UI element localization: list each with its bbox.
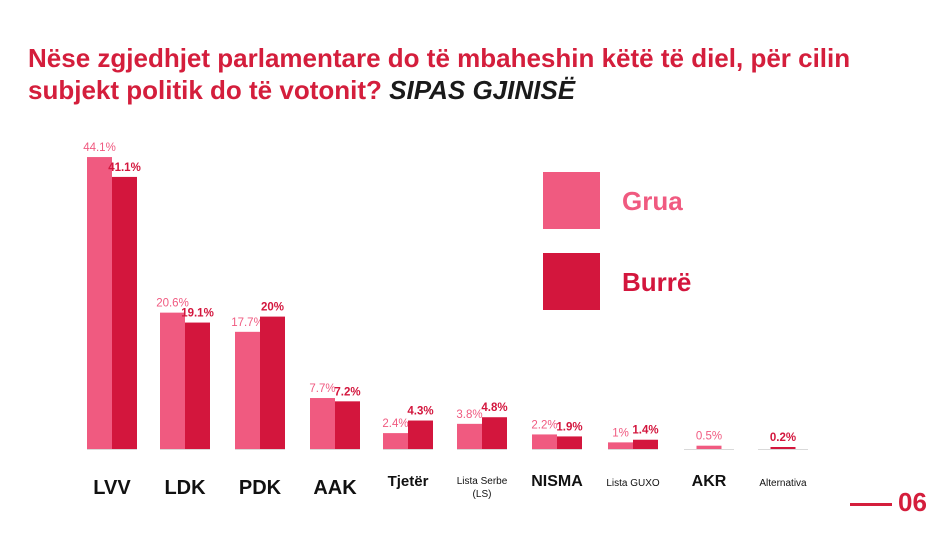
bar-grua-7	[532, 434, 557, 449]
value-label-burre-3: 20%	[261, 302, 284, 314]
category-label-line: (LS)	[473, 489, 492, 500]
bar-burre-4	[335, 401, 360, 449]
chart-title: Nëse zgjedhjet parlamentare do të mbahes…	[28, 42, 928, 106]
page-number: 06	[898, 487, 927, 517]
legend-label-grua: Grua	[622, 186, 683, 216]
value-label-burre-5: 4.3%	[407, 406, 433, 418]
value-label-burre-1: 41.1%	[108, 162, 141, 174]
value-label-burre-10: 0.2%	[770, 432, 796, 444]
value-label-grua-9: 0.5%	[696, 431, 722, 443]
category-label: Alternativa	[759, 478, 807, 489]
bar-grua-4	[310, 398, 335, 449]
category-label: Lista GUXO	[606, 478, 660, 489]
bar-burre-10	[770, 447, 796, 449]
value-label-grua-3: 17.7%	[231, 317, 264, 329]
category-label: PDK	[239, 477, 282, 499]
page-number-rule	[850, 503, 892, 506]
bar-burre-7	[557, 436, 582, 449]
category-label: LDK	[164, 477, 206, 499]
value-label-grua-1: 44.1%	[83, 142, 116, 154]
bar-grua-1	[87, 157, 112, 450]
bar-burre-6	[482, 417, 507, 449]
legend-swatch-burre	[543, 253, 600, 310]
value-label-grua-2: 20.6%	[156, 298, 189, 310]
bar-grua-6	[457, 423, 482, 449]
category-label: AAK	[313, 477, 357, 499]
category-label: LVV	[93, 477, 131, 499]
bar-burre-5	[408, 420, 433, 449]
value-label-grua-6: 3.8%	[456, 409, 482, 421]
value-label-burre-6: 4.8%	[481, 402, 507, 414]
title-main: Nëse zgjedhjet parlamentare do të mbahes…	[28, 43, 851, 105]
bar-grua-9	[696, 445, 722, 449]
category-label: NISMA	[531, 473, 583, 490]
value-label-grua-4: 7.7%	[309, 383, 335, 395]
legend-swatch-grua	[543, 172, 600, 229]
legend-label-burre: Burrë	[622, 267, 691, 297]
bar-grua-8	[608, 442, 633, 449]
bar-grua-5	[383, 433, 408, 449]
value-label-burre-4: 7.2%	[334, 386, 360, 398]
bar-grua-3	[235, 331, 260, 449]
bar-burre-2	[185, 322, 210, 449]
value-label-burre-8: 1.4%	[632, 425, 658, 437]
bar-burre-8	[633, 439, 658, 449]
bar-grua-2	[160, 312, 185, 449]
title-subtitle: SIPAS GJINISË	[389, 75, 576, 105]
category-label: AKR	[692, 473, 727, 490]
bar-burre-3	[260, 316, 285, 449]
value-label-burre-7: 1.9%	[556, 421, 582, 433]
value-label-grua-8: 1%	[612, 427, 629, 439]
category-label-line: Lista Serbe	[457, 476, 508, 487]
category-label: Tjetër	[388, 473, 429, 490]
bar-burre-1	[112, 176, 137, 449]
value-label-grua-5: 2.4%	[382, 418, 408, 430]
value-label-grua-7: 2.2%	[531, 419, 557, 431]
value-label-burre-2: 19.1%	[181, 308, 214, 320]
